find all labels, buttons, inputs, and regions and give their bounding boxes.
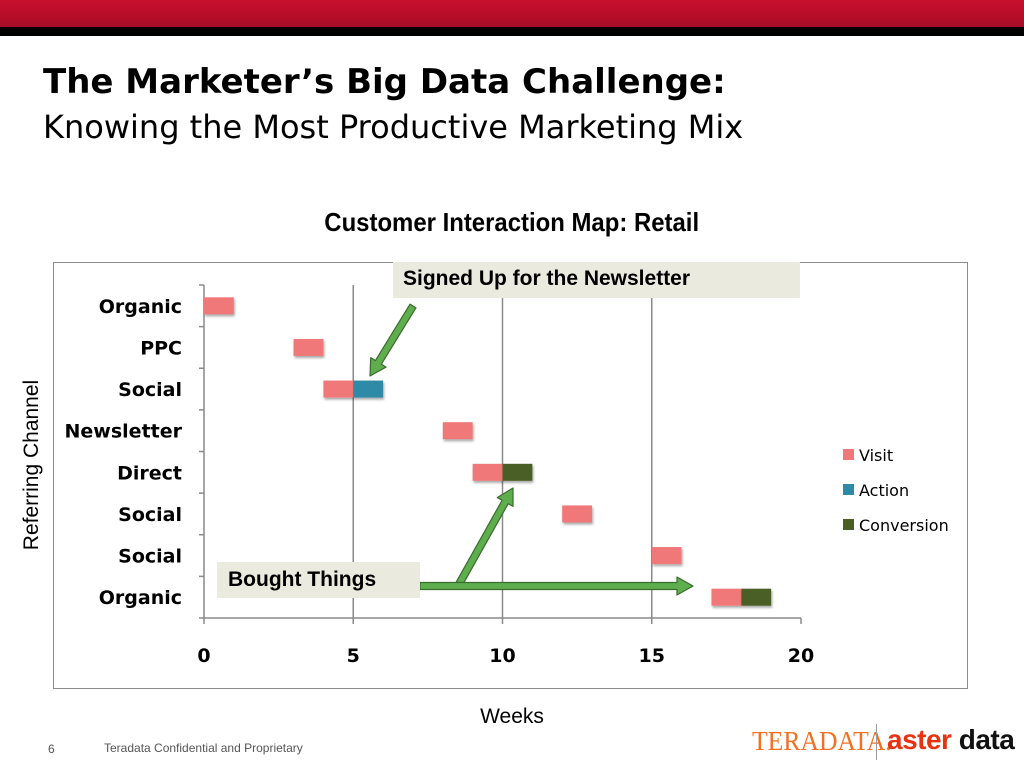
- aster-data-logo: aster data: [887, 724, 1015, 756]
- slide-title: The Marketer’s Big Data Challenge:: [43, 62, 726, 102]
- data-logo-part: data: [951, 724, 1015, 755]
- chart-title: Customer Interaction Map: Retail: [0, 207, 1024, 238]
- chart-title-text: Customer Interaction Map: Retail: [324, 207, 700, 237]
- bought-things-callout: Bought Things: [217, 562, 420, 598]
- category-label: Social: [118, 504, 182, 526]
- category-label: Social: [118, 546, 182, 568]
- y-axis-label: Referring Channel: [20, 379, 43, 551]
- bar-visit: [293, 338, 324, 356]
- legend-swatch-conversion: [843, 519, 854, 530]
- bar-visit: [323, 380, 354, 398]
- x-tick-label: 10: [489, 645, 515, 667]
- bar-visit: [442, 422, 473, 440]
- category-label: Direct: [117, 462, 182, 484]
- direct-conversion-arrow: [454, 487, 514, 589]
- newsletter-arrow: [369, 303, 417, 377]
- x-tick-label: 15: [639, 645, 665, 667]
- organic-conversion-arrow: [419, 576, 694, 596]
- legend-label-action: Action: [859, 481, 909, 500]
- bar-visit: [711, 588, 742, 606]
- confidential-notice: Teradata Confidential and Proprietary: [104, 741, 303, 755]
- newsletter-signup-callout: Signed Up for the Newsletter: [393, 262, 800, 298]
- x-tick-label: 5: [347, 645, 360, 667]
- category-label: Organic: [99, 296, 182, 318]
- slide-subtitle: Knowing the Most Productive Marketing Mi…: [43, 108, 744, 146]
- bar-action: [353, 380, 384, 398]
- x-tick-label: 20: [788, 645, 814, 667]
- legend-swatch-action: [843, 484, 854, 495]
- teradata-logo: TERADATA.: [752, 726, 892, 756]
- category-label: Social: [118, 379, 182, 401]
- legend-swatch-visit: [843, 449, 854, 460]
- legend-label-conversion: Conversion: [859, 516, 949, 535]
- category-label: PPC: [140, 337, 182, 359]
- top-black-line: [0, 27, 1024, 36]
- category-label: Organic: [99, 587, 182, 609]
- bar-visit: [204, 297, 234, 315]
- x-axis-label: Weeks: [480, 705, 544, 728]
- top-red-bar: [0, 0, 1024, 27]
- bar-visit: [562, 505, 593, 523]
- bar-conversion: [741, 588, 772, 606]
- legend-label-visit: Visit: [859, 446, 893, 465]
- bar-visit: [472, 463, 503, 481]
- aster-logo-part: aster: [887, 724, 952, 755]
- category-label: Newsletter: [65, 421, 183, 443]
- x-tick-label: 0: [197, 645, 210, 667]
- bar-visit: [651, 547, 682, 565]
- page-number: 6: [48, 742, 55, 756]
- logo-divider: [876, 724, 877, 760]
- bar-conversion: [502, 463, 533, 481]
